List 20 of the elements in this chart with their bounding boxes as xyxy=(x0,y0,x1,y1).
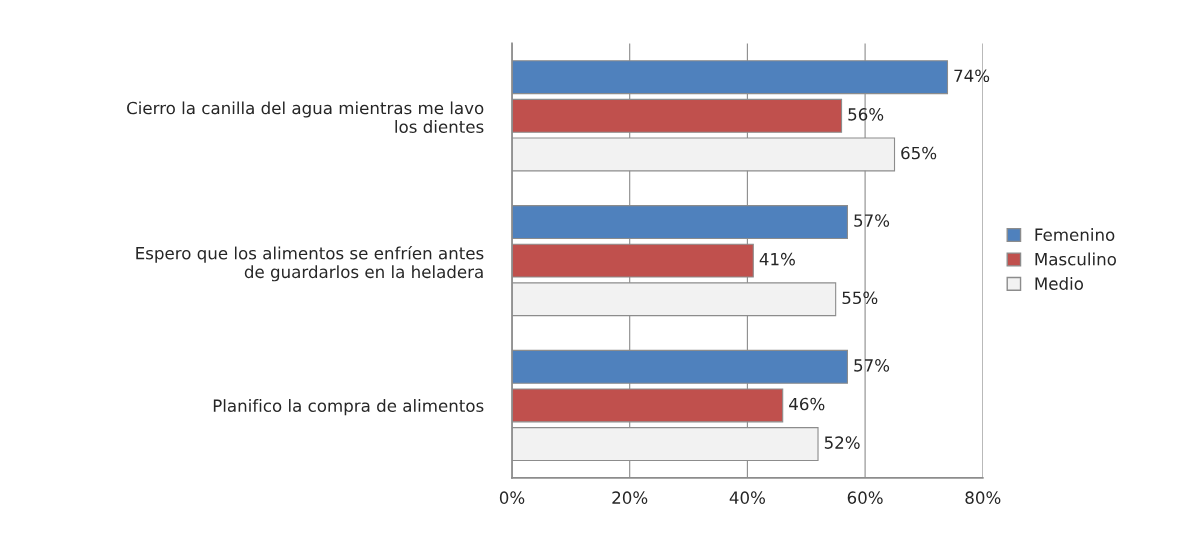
y-tick-label: Cierro la canilla del agua mientras me lavo los dientes xyxy=(127,101,484,134)
data-label: 74% xyxy=(954,69,990,83)
data-label: 41% xyxy=(759,252,795,266)
legend-label: Femenino xyxy=(1035,228,1115,242)
data-label: 65% xyxy=(901,146,937,160)
y-tick-label: Planifico la compra de alimentos xyxy=(213,399,484,416)
data-label: 52% xyxy=(824,436,860,449)
x-tick-label: 80% xyxy=(965,491,1001,504)
data-label: 57% xyxy=(854,214,890,227)
x-tick-label: 0% xyxy=(499,491,525,504)
data-label: 57% xyxy=(854,359,890,372)
data-label: 56% xyxy=(848,108,884,121)
legend-label: Medio xyxy=(1035,277,1084,290)
x-tick-label: 60% xyxy=(847,491,883,504)
x-tick-label: 40% xyxy=(729,491,765,504)
legend-label: Masculino xyxy=(1035,252,1116,266)
data-label: 55% xyxy=(842,291,878,305)
y-tick-label: Espero que los alimentos se enfríen antes de guardarlos en la heladera xyxy=(136,245,484,282)
x-tick-label: 20% xyxy=(612,491,648,504)
data-label: 46% xyxy=(789,397,825,411)
